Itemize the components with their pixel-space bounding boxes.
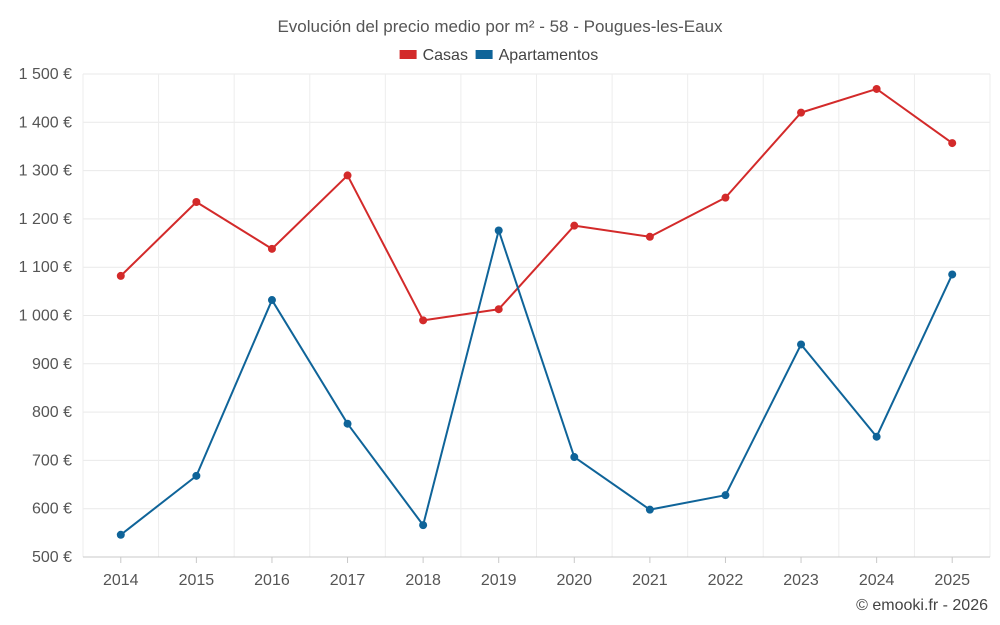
data-point-apartamentos (872, 432, 881, 441)
copyright-annotation: © emooki.fr - 2026 (856, 597, 988, 614)
x-tick-label: 2021 (632, 572, 668, 589)
y-tick-label: 600 € (32, 501, 72, 518)
data-point-casas (116, 271, 125, 280)
legend-swatch-apartamentos (475, 50, 493, 59)
data-point-apartamentos (267, 296, 276, 305)
y-tick-label: 1 000 € (19, 308, 72, 325)
x-tick-label: 2020 (556, 572, 592, 589)
data-point-apartamentos (192, 471, 201, 480)
data-point-casas (494, 305, 503, 314)
series (116, 84, 957, 539)
data-point-casas (267, 244, 276, 253)
data-point-casas (721, 193, 730, 202)
y-tick-label: 700 € (32, 452, 72, 469)
x-tick-label: 2016 (254, 572, 290, 589)
data-point-apartamentos (494, 226, 503, 235)
y-tick-label: 1 100 € (19, 259, 72, 276)
data-point-casas (948, 139, 957, 148)
y-tick-label: 900 € (32, 356, 72, 373)
y-tick-label: 800 € (32, 404, 72, 421)
x-tick-label: 2015 (179, 572, 215, 589)
x-tick-label: 2025 (934, 572, 970, 589)
x-tick-label: 2014 (103, 572, 139, 589)
data-point-apartamentos (343, 419, 352, 428)
series-line-casas (120, 87, 953, 322)
data-point-apartamentos (570, 453, 579, 462)
chart-title: Evolución del precio medio por m² - 58 -… (277, 17, 723, 36)
y-tick-label: 1 400 € (19, 114, 72, 131)
data-point-apartamentos (721, 491, 730, 500)
y-tick-label: 1 300 € (19, 163, 72, 180)
data-point-casas (645, 232, 654, 241)
data-point-casas (419, 316, 428, 325)
x-tick-label: 2017 (330, 572, 366, 589)
x-tick-label: 2018 (405, 572, 441, 589)
legend-label-apartamentos: Apartamentos (499, 47, 599, 64)
data-point-casas (343, 171, 352, 180)
y-tick-label: 500 € (32, 549, 72, 566)
x-tick-label: 2019 (481, 572, 517, 589)
y-tick-label: 1 200 € (19, 211, 72, 228)
series-line-apartamentos (120, 229, 954, 536)
legend-label-casas: Casas (423, 47, 468, 64)
x-tick-label: 2022 (708, 572, 744, 589)
data-point-casas (872, 84, 881, 93)
legend-swatch-casas (399, 50, 417, 59)
data-point-casas (797, 108, 806, 117)
x-tick-label: 2023 (783, 572, 819, 589)
x-tick-label: 2024 (859, 572, 895, 589)
data-point-apartamentos (797, 340, 806, 349)
axes: 500 € 600 € 700 € 800 € 900 € 1 000 € 1 100 € 1… (19, 66, 990, 589)
data-point-casas (192, 197, 201, 206)
data-point-apartamentos (419, 521, 428, 530)
data-point-apartamentos (116, 530, 125, 539)
y-tick-label: 1 500 € (19, 66, 72, 83)
grid (82, 73, 991, 557)
legend: Casas Apartamentos (399, 47, 599, 64)
data-point-apartamentos (645, 505, 654, 514)
data-point-casas (570, 221, 579, 230)
data-point-apartamentos (948, 270, 957, 279)
